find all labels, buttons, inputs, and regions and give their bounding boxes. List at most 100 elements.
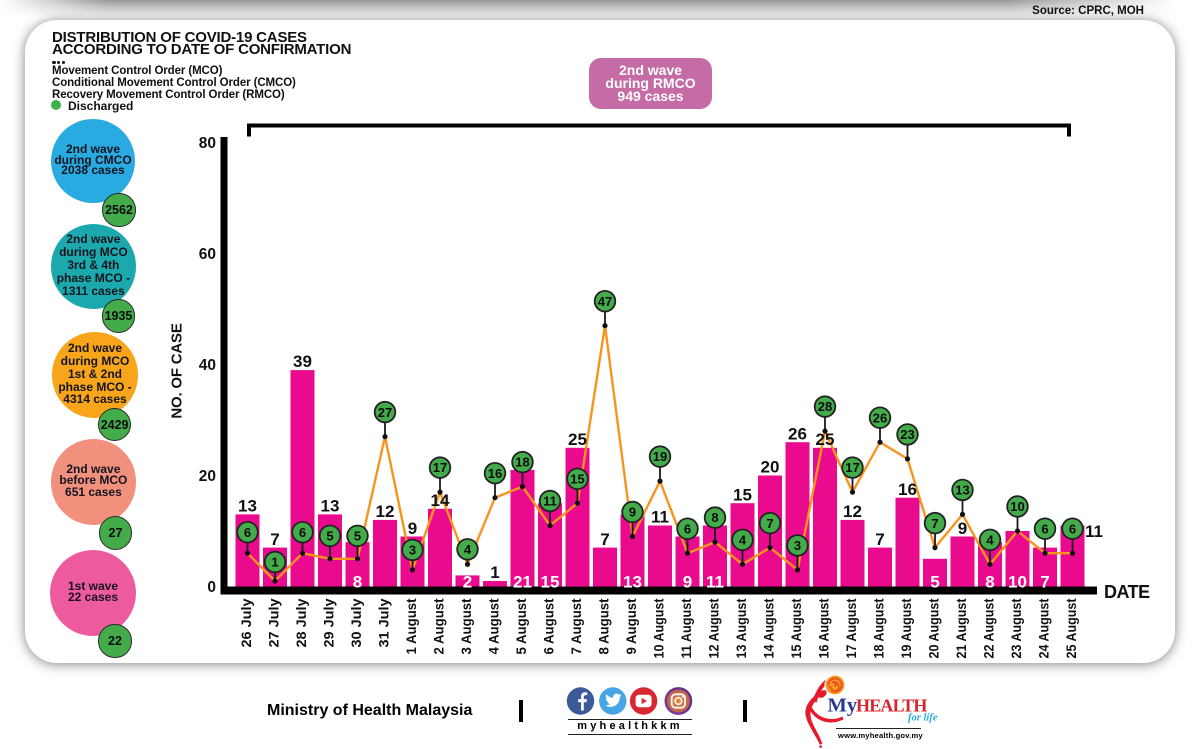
svg-text:13: 13 xyxy=(238,497,257,516)
svg-text:24 August: 24 August xyxy=(1036,598,1052,658)
svg-text:19 August: 19 August xyxy=(898,598,914,658)
svg-text:31 July: 31 July xyxy=(376,598,392,647)
svg-text:7: 7 xyxy=(1040,573,1049,592)
svg-text:17: 17 xyxy=(845,460,859,475)
svg-text:13: 13 xyxy=(955,483,969,498)
svg-text:26: 26 xyxy=(873,410,887,425)
svg-text:HEALTH: HEALTH xyxy=(856,696,927,716)
svg-text:6 August: 6 August xyxy=(541,598,557,654)
svg-text:11: 11 xyxy=(1085,522,1103,541)
svg-text:21 August: 21 August xyxy=(953,598,969,658)
svg-text:8 August: 8 August xyxy=(596,598,612,654)
svg-text:5: 5 xyxy=(930,573,939,592)
svg-text:13: 13 xyxy=(321,497,340,516)
svg-text:13: 13 xyxy=(623,573,642,592)
svg-text:15: 15 xyxy=(733,485,752,504)
svg-text:16: 16 xyxy=(488,466,502,481)
svg-text:4: 4 xyxy=(739,532,747,547)
svg-text:6: 6 xyxy=(1041,521,1048,536)
svg-text:8: 8 xyxy=(353,573,362,592)
svg-text:26: 26 xyxy=(788,424,807,443)
svg-text:for life: for life xyxy=(908,713,938,724)
svg-text:60: 60 xyxy=(199,246,216,263)
svg-text:39: 39 xyxy=(293,352,312,371)
svg-text:7: 7 xyxy=(600,530,609,549)
svg-text:5: 5 xyxy=(326,528,333,543)
svg-text:25: 25 xyxy=(568,430,587,449)
svg-text:12 August: 12 August xyxy=(706,598,722,658)
svg-text:19: 19 xyxy=(653,449,667,464)
svg-text:4 August: 4 August xyxy=(486,598,502,654)
svg-text:11 August: 11 August xyxy=(678,598,694,658)
svg-text:3 August: 3 August xyxy=(458,598,474,654)
svg-text:28 July: 28 July xyxy=(293,598,309,647)
svg-text:3: 3 xyxy=(409,543,416,558)
svg-text:25: 25 xyxy=(816,430,835,449)
svg-text:23 August: 23 August xyxy=(1008,598,1024,658)
svg-text:40: 40 xyxy=(199,357,216,374)
svg-text:23: 23 xyxy=(900,427,914,442)
svg-text:0: 0 xyxy=(207,579,216,596)
svg-text:10: 10 xyxy=(1008,573,1027,592)
svg-text:7: 7 xyxy=(766,516,773,531)
svg-text:28: 28 xyxy=(818,399,832,414)
svg-text:15: 15 xyxy=(570,471,584,486)
svg-text:26 July: 26 July xyxy=(238,598,254,647)
svg-text:15: 15 xyxy=(541,573,560,592)
svg-text:11: 11 xyxy=(651,508,669,527)
svg-text:12: 12 xyxy=(843,502,862,521)
svg-text:9 August: 9 August xyxy=(623,598,639,654)
svg-text:10 August: 10 August xyxy=(651,598,667,658)
svg-text:12: 12 xyxy=(376,502,395,521)
svg-text:25 August: 25 August xyxy=(1063,598,1079,658)
svg-text:NO. OF CASE: NO. OF CASE xyxy=(169,323,186,419)
svg-text:15 August: 15 August xyxy=(788,598,804,658)
svg-text:1 August: 1 August xyxy=(403,598,419,654)
svg-text:22 August: 22 August xyxy=(981,598,997,658)
svg-text:7: 7 xyxy=(931,516,938,531)
svg-text:17 August: 17 August xyxy=(843,598,859,658)
svg-text:11: 11 xyxy=(706,573,724,592)
svg-text:13 August: 13 August xyxy=(733,598,749,658)
svg-text:2: 2 xyxy=(463,573,472,592)
svg-text:5 August: 5 August xyxy=(513,598,529,654)
svg-text:10: 10 xyxy=(1010,499,1024,514)
svg-text:14 August: 14 August xyxy=(761,598,777,658)
svg-text:21: 21 xyxy=(513,573,532,592)
svg-text:My: My xyxy=(828,695,858,717)
svg-text:9: 9 xyxy=(958,519,967,538)
svg-text:18: 18 xyxy=(515,455,529,470)
svg-text:16: 16 xyxy=(898,480,917,499)
svg-text:7: 7 xyxy=(875,530,884,549)
svg-text:1: 1 xyxy=(271,555,278,570)
svg-text:3: 3 xyxy=(794,538,801,553)
svg-text:11: 11 xyxy=(543,494,557,509)
svg-text:2 August: 2 August xyxy=(431,598,447,654)
svg-text:6: 6 xyxy=(1069,521,1076,536)
svg-text:20: 20 xyxy=(199,468,216,485)
svg-text:9: 9 xyxy=(683,573,692,592)
svg-text:4: 4 xyxy=(464,542,472,557)
svg-text:5: 5 xyxy=(354,528,361,543)
svg-text:20 August: 20 August xyxy=(926,598,942,658)
svg-text:80: 80 xyxy=(199,135,216,152)
svg-text:7: 7 xyxy=(270,530,279,549)
svg-text:16 August: 16 August xyxy=(816,598,832,658)
svg-text:14: 14 xyxy=(431,491,450,510)
svg-text:4: 4 xyxy=(986,532,994,547)
svg-text:27 July: 27 July xyxy=(266,598,282,647)
svg-text:8: 8 xyxy=(711,510,718,525)
svg-text:29 July: 29 July xyxy=(321,598,337,647)
svg-text:6: 6 xyxy=(244,525,251,540)
svg-text:9: 9 xyxy=(629,505,636,520)
svg-text:6: 6 xyxy=(684,521,691,536)
svg-text:47: 47 xyxy=(598,294,612,309)
svg-text:9: 9 xyxy=(408,519,417,538)
svg-text:20: 20 xyxy=(761,458,780,477)
svg-text:8: 8 xyxy=(985,573,994,592)
svg-text:17: 17 xyxy=(433,460,447,475)
svg-text:6: 6 xyxy=(299,525,306,540)
svg-text:1: 1 xyxy=(490,563,499,582)
svg-text:7 August: 7 August xyxy=(568,598,584,654)
svg-text:27: 27 xyxy=(378,405,392,420)
